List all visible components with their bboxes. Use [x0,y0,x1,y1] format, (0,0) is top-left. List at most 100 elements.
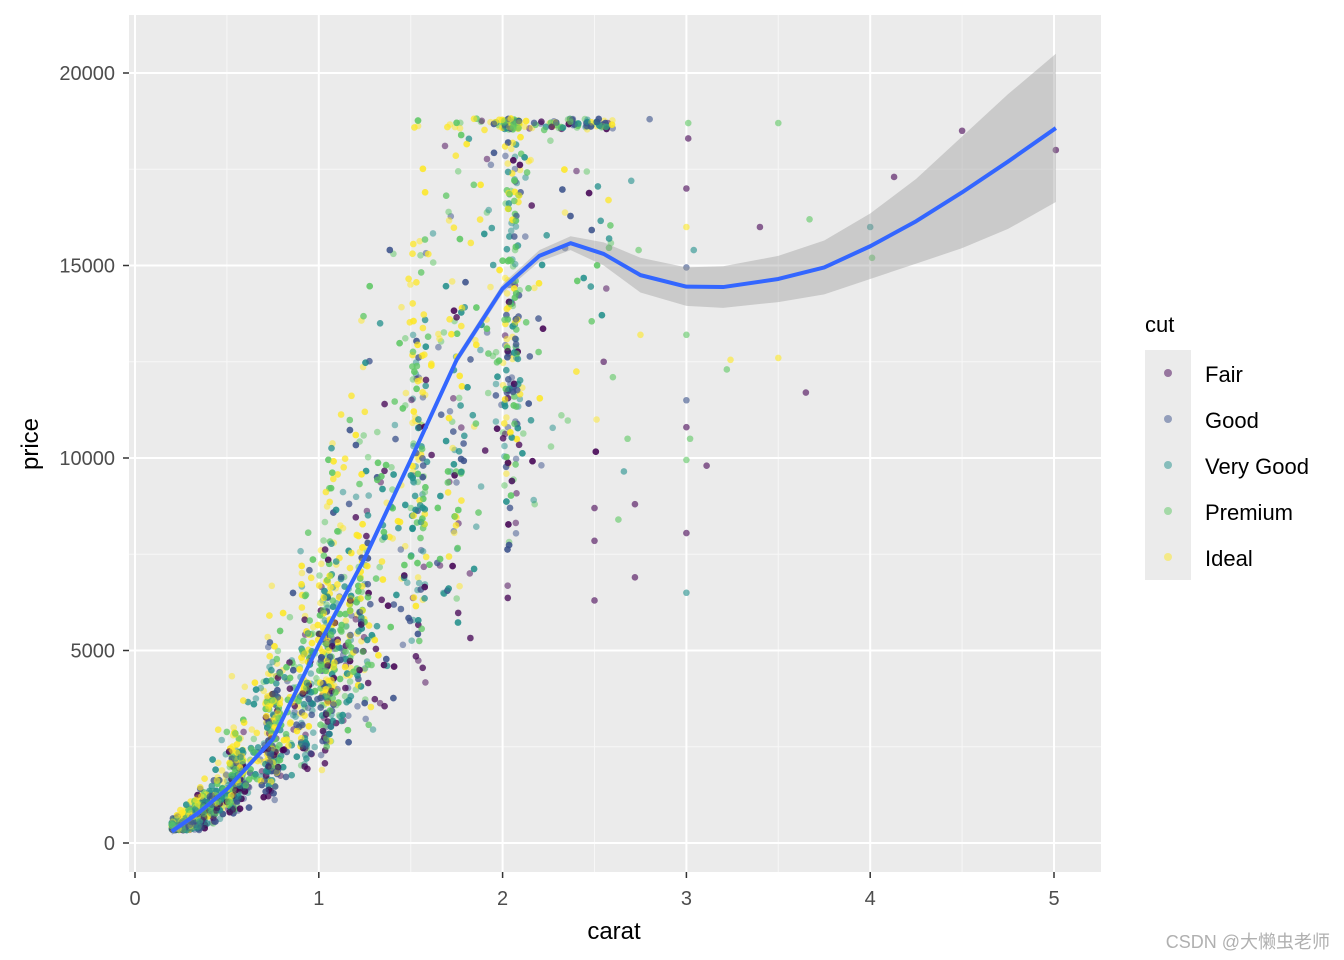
data-point [420,495,427,503]
data-point [326,498,334,506]
data-point [252,695,260,702]
data-point [268,697,276,704]
data-point [352,441,360,449]
legend-label: Ideal [1205,546,1253,571]
data-point [499,257,506,265]
data-point [457,131,465,139]
data-point [496,266,503,274]
data-point [441,142,449,150]
data-point [419,388,427,396]
data-point [390,601,398,608]
data-point [492,392,500,399]
data-point [297,547,304,555]
data-point [298,562,306,570]
data-point [509,122,517,130]
data-point [420,563,428,571]
data-point [460,440,467,447]
data-point [503,470,510,478]
data-point [506,504,514,512]
data-point [304,765,311,773]
data-point [362,359,369,367]
data-point [314,621,322,629]
data-point [421,595,428,602]
data-point [504,582,512,589]
data-point [288,771,296,779]
data-point [382,461,390,469]
data-point [504,168,512,176]
data-point [380,661,388,669]
data-point [559,124,567,131]
data-point [258,781,266,789]
data-point [422,553,430,561]
x-tick-label: 3 [681,888,692,910]
data-point [306,566,313,574]
data-point [381,533,389,541]
data-point [228,672,236,680]
data-point [505,200,513,207]
data-point [345,712,352,719]
data-point [417,252,424,259]
data-point [437,492,444,500]
data-point [397,605,405,613]
data-point [509,323,516,330]
data-point [414,117,422,124]
data-point [330,475,337,483]
data-point [575,120,582,127]
data-point [356,480,363,488]
data-point [398,303,405,311]
data-point [418,625,426,633]
data-point [266,639,274,646]
data-point [454,168,462,175]
data-point [513,435,521,443]
data-point [573,368,580,375]
data-point [419,455,426,462]
data-point [282,773,290,781]
data-point [346,607,354,614]
data-point [371,636,379,644]
data-point [345,500,353,508]
data-point [362,715,370,723]
data-point [417,534,424,542]
data-point [481,230,488,238]
data-point [369,726,377,733]
data-point [332,689,339,696]
data-point [411,492,419,500]
data-point [280,746,288,753]
data-point [444,479,452,486]
data-point [407,553,415,560]
data-point [405,275,412,283]
data-point [866,223,874,231]
data-point [444,468,452,475]
data-point [637,331,644,339]
data-point [451,529,458,537]
data-point [603,123,610,130]
data-point [686,435,694,443]
data-point [627,177,635,185]
data-point [321,760,329,767]
data-point [516,395,524,403]
data-point [316,612,324,619]
data-point [372,575,380,582]
data-point [334,581,341,588]
data-point [223,728,231,736]
data-point [483,325,491,333]
data-point [410,594,418,601]
data-point [514,355,522,363]
data-point [280,736,288,744]
data-point [683,223,690,231]
axes: 0 1 2 3 4 5 0 5000 10000 15000 20000 [59,63,1059,910]
data-point [307,670,315,677]
data-point [324,662,332,669]
data-point [365,622,373,629]
data-point [303,755,310,762]
data-point [452,152,460,159]
data-point [310,729,317,736]
data-point [399,405,407,412]
data-point [250,700,258,708]
data-point [232,786,239,794]
data-point [302,684,310,692]
data-point [727,356,734,364]
data-point [364,636,371,644]
data-point [395,524,402,532]
data-point [415,424,422,432]
